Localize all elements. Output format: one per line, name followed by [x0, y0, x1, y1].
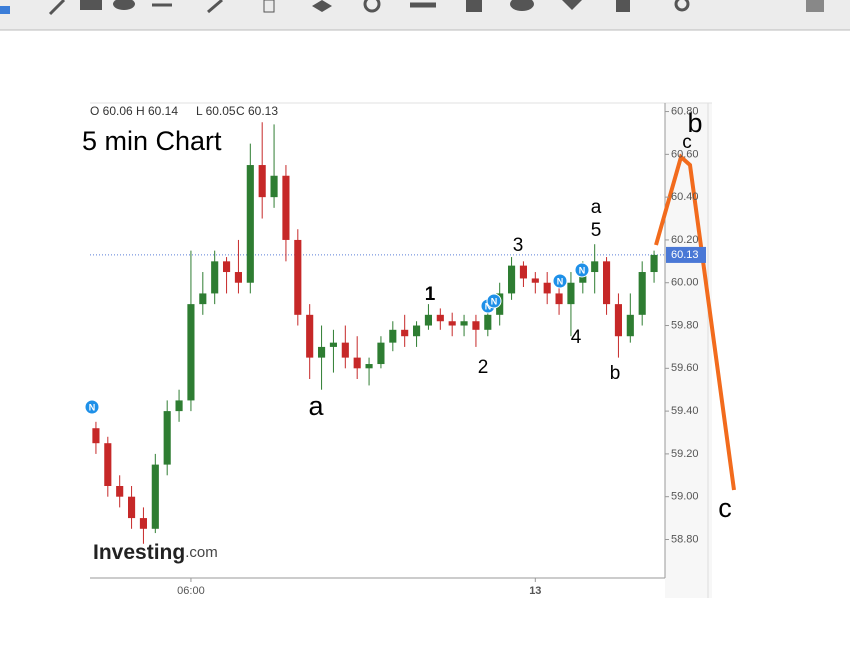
news-marker [84, 399, 100, 415]
candle-body [223, 261, 231, 273]
candle-body [543, 282, 551, 294]
wave-label: 3 [513, 235, 524, 256]
y-tick-label: 60.40 [671, 191, 699, 203]
ohlc-label: L 60.05 [196, 104, 236, 118]
y-tick-label: 59.20 [671, 448, 699, 460]
candle-body [187, 304, 195, 401]
last-price-box [666, 246, 706, 263]
ohlc-label: H 60.14 [136, 104, 178, 118]
candle-body [282, 175, 290, 240]
candle-body [246, 165, 254, 283]
y-tick-label: 60.20 [671, 234, 699, 246]
candle-body [139, 518, 147, 529]
y-tick-label: 60.00 [671, 277, 699, 289]
wave-label: a [591, 197, 602, 218]
candle-body [531, 278, 539, 283]
y-tick-label: 59.60 [671, 362, 699, 374]
y-tick-label: 59.00 [671, 491, 699, 503]
wave-label: a [308, 391, 324, 421]
candle-body [116, 485, 124, 497]
wave-projection [654, 153, 736, 491]
candle-body [555, 293, 563, 305]
candle-body [175, 400, 183, 412]
candle-body [508, 265, 516, 294]
candle-body [472, 321, 480, 330]
wave-label: 1 [425, 284, 436, 305]
y-tick-label: 58.80 [671, 533, 699, 545]
candle-body [626, 314, 634, 337]
candle-body [199, 293, 207, 305]
candle-body [389, 329, 397, 343]
news-marker [574, 262, 590, 278]
candle-body [329, 342, 337, 347]
candle-body [294, 239, 302, 315]
candle-body [638, 272, 646, 315]
candle-body [519, 265, 527, 279]
news-marker-label: N [557, 276, 564, 286]
price-axis-panel [665, 103, 712, 598]
ohlc-label: O 60.06 [90, 104, 133, 118]
candle-body [377, 342, 385, 365]
candle-body [270, 175, 278, 198]
wave-label: c [718, 493, 732, 523]
news-marker [552, 273, 568, 289]
y-tick-label: 59.80 [671, 319, 699, 331]
wave-label: c [682, 132, 692, 153]
news-marker-label: N [485, 301, 492, 311]
candle-body [413, 325, 421, 337]
last-price-label: 60.13 [671, 249, 699, 261]
candle-body [365, 364, 373, 369]
candle-body [567, 282, 575, 305]
candle-body [211, 261, 219, 294]
candle-body [353, 357, 361, 369]
chart-title: 5 min Chart [82, 126, 222, 156]
candle-body [448, 321, 456, 326]
candle-body [318, 346, 326, 358]
x-tick-label: 13 [529, 585, 541, 597]
candle-body [306, 314, 314, 358]
news-marker-label: N [491, 296, 498, 306]
candle-body [603, 261, 611, 305]
candle-body [92, 428, 100, 444]
news-marker-label: N [579, 265, 586, 275]
candle-body [234, 272, 242, 283]
wave-label: 4 [571, 327, 582, 348]
candle-body [104, 443, 112, 486]
candle-body [401, 329, 409, 337]
candle-body [128, 496, 136, 519]
wave-label: b [687, 108, 702, 138]
ohlc-header: O 60.06 H 60.14 L 60.05 C 60.13 [90, 104, 278, 118]
news-marker-label: N [89, 402, 96, 412]
y-tick-label: 59.40 [671, 405, 699, 417]
toolbar-icons [0, 0, 824, 16]
candle-body [591, 261, 599, 273]
candle-body [424, 314, 432, 326]
y-tick-label: 60.60 [671, 148, 699, 160]
candle-body [460, 321, 468, 326]
brand-name: Investing [93, 541, 185, 564]
candle-body [163, 411, 171, 465]
candle-body [258, 165, 266, 198]
wave-label: b [610, 363, 621, 384]
ohlc-label: C 60.13 [236, 104, 278, 118]
wave-label: 2 [478, 357, 489, 378]
brand-suffix: .com [185, 544, 218, 561]
candle-body [151, 464, 159, 529]
news-marker [486, 293, 502, 309]
candle-body [436, 314, 444, 322]
candle-body [341, 342, 349, 358]
x-tick-label: 06:00 [177, 585, 205, 597]
candle-body [484, 314, 492, 330]
candle-body [650, 254, 658, 273]
wave-label: 5 [591, 220, 602, 241]
candle-body [614, 304, 622, 337]
y-tick-label: 60.80 [671, 105, 699, 117]
brand: Investing.com [93, 541, 218, 564]
